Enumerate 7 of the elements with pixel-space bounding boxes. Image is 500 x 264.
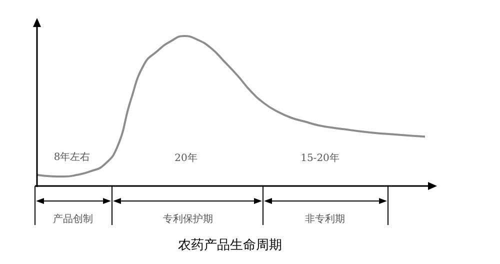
text: 非专利期 (305, 212, 345, 226)
annotation: 8年左右 (54, 151, 90, 164)
text: 专利保护期 (163, 212, 213, 226)
annotation: 20年 (174, 152, 198, 165)
text: 产品创制 (53, 212, 93, 226)
annotation: 15-20年 (300, 152, 340, 165)
text: 农药产品生命周期 (178, 237, 282, 254)
